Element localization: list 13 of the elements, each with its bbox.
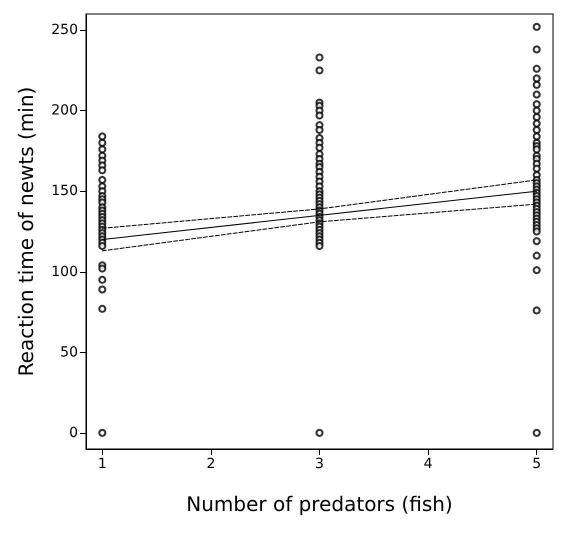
- y-tick-label: 200: [51, 102, 78, 119]
- x-axis-title: Number of predators (fish): [186, 492, 453, 516]
- y-tick-label: 250: [51, 22, 78, 38]
- y-tick-label: 0: [69, 424, 78, 441]
- x-tick-label: 5: [532, 456, 542, 472]
- x-tick-label: 1: [98, 456, 107, 472]
- x-tick-label: 3: [315, 456, 324, 472]
- y-tick-label: 100: [51, 264, 78, 280]
- x-tick-label: 4: [424, 456, 433, 472]
- y-axis-title: Reaction time of newts (min): [14, 86, 38, 376]
- y-tick-label: 50: [60, 344, 78, 360]
- x-tick-label: 2: [206, 456, 216, 472]
- y-tick-label: 150: [51, 183, 78, 200]
